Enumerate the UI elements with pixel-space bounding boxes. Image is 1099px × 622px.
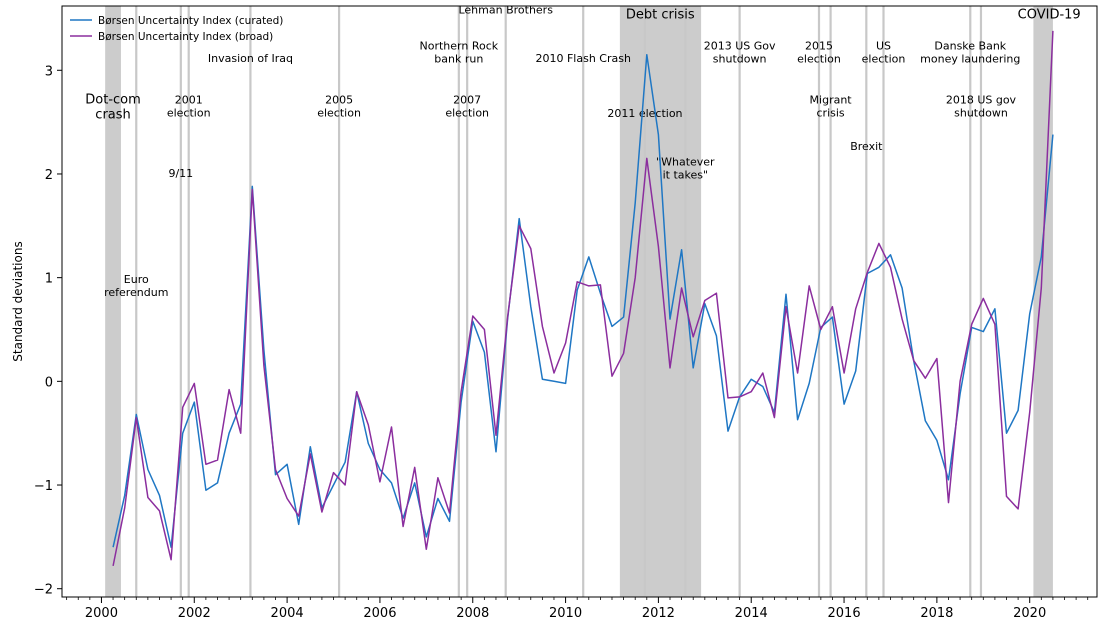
annotation-1: Euro referendum [104, 273, 168, 299]
y-tick-label: −2 [34, 583, 53, 598]
annotation-10: Debt crisis [626, 7, 695, 22]
shaded-period-0 [105, 6, 121, 597]
annotation-2: 2001 election [167, 93, 211, 119]
annotation-3: 9/11 [168, 167, 193, 180]
annotation-5: 2005 election [317, 93, 361, 119]
y-tick-label: 3 [45, 64, 53, 79]
legend-label-curated: Børsen Uncertainty Index (curated) [98, 15, 283, 27]
series-lines [112, 30, 1054, 567]
y-tick-label: 2 [45, 168, 53, 183]
legend: Børsen Uncertainty Index (curated) Børsen… [70, 15, 283, 43]
annotation-6: 2007 election [445, 93, 489, 119]
annotation-0: Dot-com crash [85, 92, 141, 122]
y-axis-title: Standard deviations [11, 241, 25, 361]
x-tick-label: 2016 [828, 606, 861, 621]
annotation-18: Danske Bank money laundering [920, 40, 1020, 66]
annotation-15: Migrant crisis [810, 93, 853, 119]
x-tick-label: 2020 [1013, 606, 1046, 621]
annotation-11: 2011 election [607, 107, 682, 120]
x-tick-label: 2014 [735, 606, 768, 621]
legend-label-broad: Børsen Uncertainty Index (broad) [98, 31, 273, 43]
annotation-14: 2015 election [797, 40, 841, 66]
x-tick-label: 2018 [920, 606, 953, 621]
annotation-13: 2013 US Gov shutdown [704, 40, 776, 66]
annotation-7: Northern Rock bank run [420, 40, 499, 66]
x-tick-label: 2006 [363, 606, 396, 621]
event-lines [135, 6, 983, 597]
annotation-12: "Whatever it takes" [656, 156, 715, 182]
annotation-19: 2018 US gov shutdown [946, 93, 1017, 119]
annotation-8: Lehman Brothers [458, 3, 553, 16]
annotation-9: 2010 Flash Crash [535, 52, 630, 65]
x-tick-label: 2002 [178, 606, 211, 621]
annotation-16: Brexit [850, 140, 883, 153]
y-tick-label: 1 [45, 272, 53, 287]
plot-frame [61, 5, 1098, 598]
x-tick-label: 2004 [271, 606, 304, 621]
x-tick-label: 2010 [549, 606, 582, 621]
x-axis: 2000 2002 2004 2006 2008 2010 2012 2014 2016 2018… [66, 597, 1089, 621]
x-tick-label: 2000 [85, 606, 118, 621]
event-annotations: Dot-com crash Euro referendum 2001 election 9/… [85, 3, 1080, 299]
annotation-4: Invasion of Iraq [208, 52, 293, 65]
series-line-broad [112, 30, 1054, 567]
annotation-17: US election [862, 40, 906, 66]
y-tick-label: 0 [45, 375, 53, 390]
annotation-20: COVID-19 [1018, 7, 1081, 22]
shaded-period-1 [619, 6, 702, 597]
x-tick-label: 2008 [456, 606, 489, 621]
y-axis: −2 −1 0 1 2 3 [34, 64, 62, 598]
x-tick-label: 2012 [642, 606, 675, 621]
y-tick-label: −1 [34, 479, 53, 494]
